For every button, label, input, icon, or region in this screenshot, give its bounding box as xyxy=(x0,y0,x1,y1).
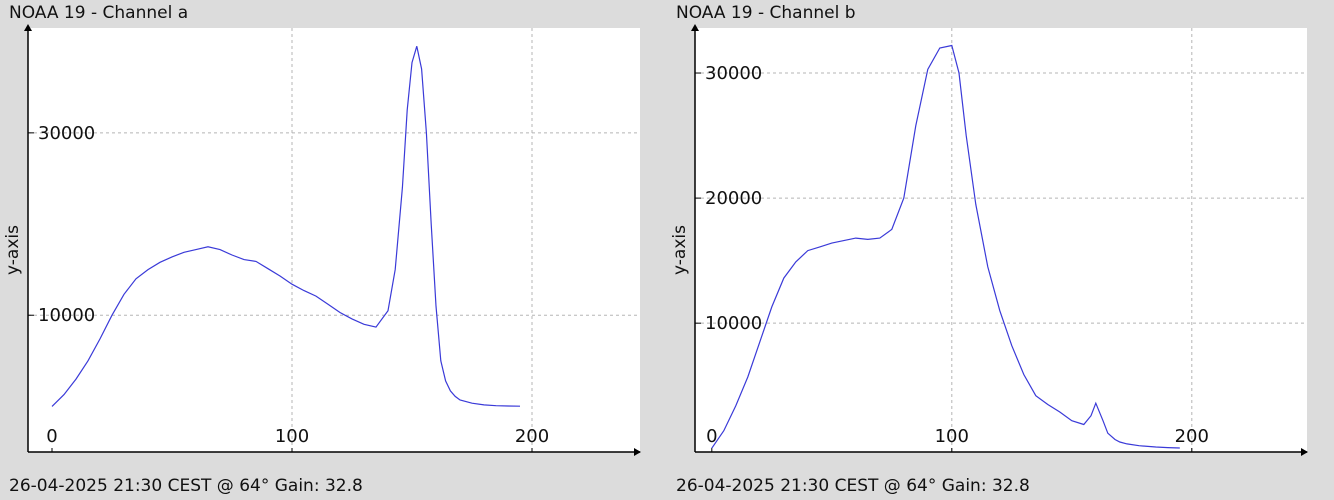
chart-title: NOAA 19 - Channel b xyxy=(676,3,856,23)
x-tick-label: 100 xyxy=(935,426,969,447)
plot-area xyxy=(695,28,1307,452)
y-tick-label: 30000 xyxy=(705,63,762,84)
series-line xyxy=(711,44,1180,449)
x-axis-arrow-icon xyxy=(634,448,641,456)
plot-channel-b: 0 100 200 10000 20000 30000 y-axis xyxy=(670,24,1308,456)
chart-panel-channel-b: 0 100 200 10000 20000 30000 y-axis NOAA 19 - C… xyxy=(667,0,1334,500)
y-tick-label: 30000 xyxy=(38,123,95,144)
y-axis-arrow-icon xyxy=(691,24,699,31)
chart-title: NOAA 19 - Channel a xyxy=(9,3,189,23)
y-axis-label: y-axis xyxy=(3,225,23,275)
x-tick-label: 100 xyxy=(275,426,309,447)
y-axis-label: y-axis xyxy=(670,225,690,275)
y-axis-arrow-icon xyxy=(24,24,32,31)
x-tick-label: 0 xyxy=(46,426,57,447)
y-tick-label: 10000 xyxy=(705,313,762,334)
x-tick-label: 0 xyxy=(706,426,717,447)
chart-panel-channel-a: 0 100 200 10000 30000 y-axis NOAA 19 - Channe… xyxy=(3,3,641,496)
chart-footer: 26-04-2025 21:30 CEST @ 64° Gain: 32.8 xyxy=(9,476,363,496)
plot-area xyxy=(28,28,640,452)
series-line xyxy=(51,46,521,407)
x-tick-label: 200 xyxy=(1175,426,1209,447)
x-axis-arrow-icon xyxy=(1301,448,1308,456)
y-tick-label: 20000 xyxy=(705,188,762,209)
y-tick-label: 10000 xyxy=(38,305,95,326)
chart-footer: 26-04-2025 21:30 CEST @ 64° Gain: 32.8 xyxy=(676,476,1030,496)
x-tick-label: 200 xyxy=(515,426,549,447)
plot-channel-a: 0 100 200 10000 30000 y-axis xyxy=(3,24,641,456)
